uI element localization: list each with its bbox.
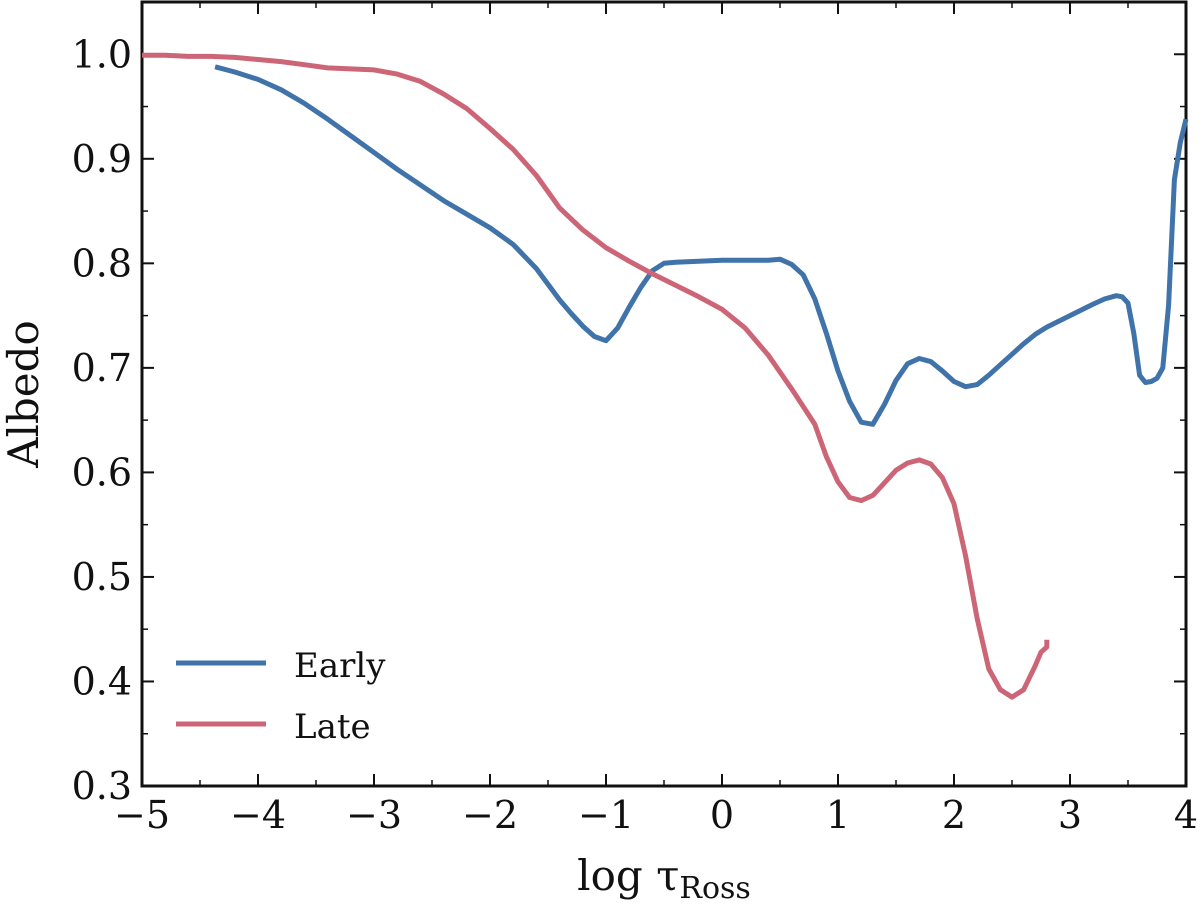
- x-axis-label-sub: Ross: [679, 871, 750, 905]
- y-tick-label: 1.0: [72, 32, 132, 76]
- x-axis-label: log τRoss: [577, 851, 751, 905]
- y-tick-label: 0.3: [72, 764, 132, 808]
- x-tick-label: −2: [462, 793, 518, 837]
- x-axis-label-main: log τ: [577, 851, 679, 900]
- x-tick-label: −5: [114, 793, 170, 837]
- y-tick-label: 0.4: [72, 659, 132, 703]
- y-tick-label: 0.5: [72, 555, 132, 599]
- x-tick-label: 4: [1174, 793, 1198, 837]
- y-axis-label: Albedo: [0, 320, 48, 469]
- y-tick-label: 0.9: [72, 137, 132, 181]
- x-tick-label: 3: [1058, 793, 1082, 837]
- x-tick-label: 1: [826, 793, 850, 837]
- x-tick-label: −1: [578, 793, 634, 837]
- series-lines: [142, 52, 1189, 700]
- tick-labels: −5 −4 −3 −2 −1 0 1 2 3 4 0.3 0.4 0.5 0.6 0.7 0.8 0.9 1.0: [72, 32, 1199, 837]
- y-tick-label: 0.6: [72, 450, 132, 494]
- y-tick-label: 0.7: [72, 346, 132, 390]
- x-tick-label: 0: [710, 793, 734, 837]
- series-line-late: [142, 52, 1050, 700]
- x-tick-label: 2: [942, 793, 966, 837]
- legend-label-early: Early: [294, 646, 386, 686]
- legend: Early Late: [176, 646, 386, 747]
- x-tick-label: −3: [346, 793, 402, 837]
- legend-label-late: Late: [294, 707, 371, 747]
- axis-ticks: [141, 1, 1187, 787]
- x-tick-label: −4: [230, 793, 286, 837]
- y-tick-label: 0.8: [72, 241, 132, 285]
- series-line-early: [214, 64, 1189, 427]
